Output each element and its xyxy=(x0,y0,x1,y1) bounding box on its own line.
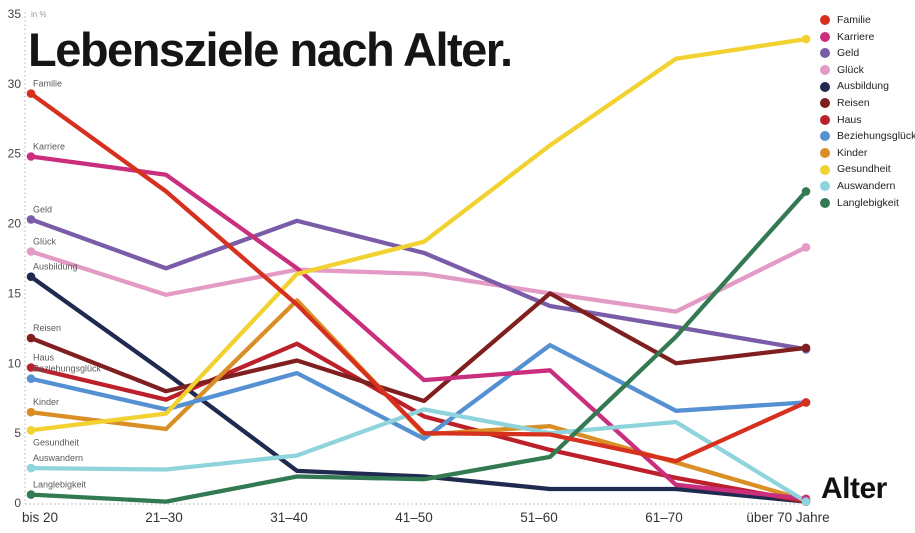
legend-item: Langlebigkeit xyxy=(820,195,915,212)
series-start-label: Gesundheit xyxy=(33,437,80,447)
series-marker-Reisen xyxy=(26,333,36,343)
series-line-Familie xyxy=(28,91,809,464)
x-tick-label: über 70 Jahre xyxy=(746,510,829,525)
series-line-Langlebigkeit xyxy=(28,189,809,504)
series-start-label: Kinder xyxy=(33,397,59,407)
series-line-Reisen xyxy=(28,291,809,404)
x-tick-label: bis 20 xyxy=(22,510,58,525)
x-tick-label: 51–60 xyxy=(520,510,558,525)
series-start-label: Ausbildung xyxy=(33,262,78,272)
y-tick-label: 35 xyxy=(8,7,22,21)
series-marker-Familie xyxy=(26,89,36,98)
legend-swatch-icon xyxy=(820,148,830,159)
series-marker-Auswandern xyxy=(26,463,36,473)
series-marker-Haus xyxy=(26,363,36,372)
chart-title: Lebensziele nach Alter. xyxy=(28,23,513,76)
series-marker-Gesundheit xyxy=(26,426,36,435)
legend-label: Familie xyxy=(837,14,871,27)
x-tick-label: 61–70 xyxy=(645,510,683,525)
legend-swatch-icon xyxy=(820,98,830,109)
series-marker-Geld xyxy=(26,215,36,224)
legend-item: Kinder xyxy=(820,145,915,162)
y-tick-label: 15 xyxy=(8,286,22,300)
chart-legend: Familie Karriere Geld Glück Ausbildung Reisen… xyxy=(820,12,915,211)
series-marker-Ausbildung xyxy=(26,272,36,282)
series-line-Geld xyxy=(28,217,809,352)
y-tick-label: 0 xyxy=(14,496,21,510)
legend-label: Reisen xyxy=(837,97,870,110)
series-start-label: Auswandern xyxy=(33,453,83,463)
series-line-Beziehungsglück xyxy=(28,342,809,441)
legend-item: Haus xyxy=(820,112,915,129)
legend-swatch-icon xyxy=(820,164,830,175)
legend-swatch-icon xyxy=(820,65,830,76)
legend-swatch-icon xyxy=(820,81,830,92)
x-tick-label: 41–50 xyxy=(395,510,433,525)
legend-item: Karriere xyxy=(820,29,915,46)
series-line-Glück xyxy=(28,245,809,314)
legend-swatch-icon xyxy=(820,15,830,26)
series-line-Haus xyxy=(28,341,809,504)
series-line-Auswandern xyxy=(28,407,809,504)
legend-item: Geld xyxy=(820,45,915,62)
legend-swatch-icon xyxy=(820,48,830,59)
series-start-label: Karriere xyxy=(33,142,65,152)
series-start-label: Reisen xyxy=(33,323,61,333)
y-unit-label: in % xyxy=(31,10,47,19)
legend-label: Geld xyxy=(837,47,860,60)
series-line-Gesundheit xyxy=(28,36,809,433)
legend-label: Gesundheit xyxy=(837,163,891,176)
series-start-label: Beziehungsglück xyxy=(33,364,102,374)
y-tick-label: 10 xyxy=(8,356,22,370)
legend-swatch-icon xyxy=(820,131,830,142)
series-line-Ausbildung xyxy=(28,274,809,504)
series-marker-Langlebigkeit xyxy=(801,187,811,196)
series-marker-Karriere xyxy=(26,152,36,161)
legend-label: Glück xyxy=(837,63,864,76)
legend-item: Auswandern xyxy=(820,178,915,195)
legend-label: Karriere xyxy=(837,30,875,43)
series-start-label: Langlebigkeit xyxy=(33,480,87,490)
series-marker-Familie xyxy=(801,398,811,407)
series-marker-Kinder xyxy=(26,407,36,417)
x-tick-label: 31–40 xyxy=(270,510,308,525)
series-marker-Beziehungsglück xyxy=(26,374,36,384)
series-marker-Glück xyxy=(801,243,811,252)
legend-label: Langlebigkeit xyxy=(837,196,899,209)
series-marker-Auswandern xyxy=(801,497,811,506)
series-start-label: Glück xyxy=(33,237,57,247)
legend-item: Ausbildung xyxy=(820,78,915,95)
legend-item: Reisen xyxy=(820,95,915,112)
legend-label: Kinder xyxy=(837,146,868,159)
y-tick-label: 5 xyxy=(14,426,21,440)
legend-swatch-icon xyxy=(820,31,830,42)
legend-item: Familie xyxy=(820,12,915,29)
legend-item: Glück xyxy=(820,62,915,79)
legend-label: Beziehungsglück xyxy=(837,130,915,143)
legend-swatch-icon xyxy=(820,181,830,192)
series-marker-Reisen xyxy=(801,343,811,353)
y-tick-label: 30 xyxy=(8,77,22,91)
series-marker-Langlebigkeit xyxy=(26,490,36,499)
legend-label: Auswandern xyxy=(837,179,896,192)
series-marker-Glück xyxy=(26,247,36,256)
series-marker-Gesundheit xyxy=(801,34,811,44)
series-line-Karriere xyxy=(28,154,809,501)
series-start-label: Geld xyxy=(33,204,52,214)
legend-item: Gesundheit xyxy=(820,161,915,178)
series-start-label: Familie xyxy=(33,79,62,89)
legend-swatch-icon xyxy=(820,197,830,208)
series-start-label: Haus xyxy=(33,353,55,363)
legend-label: Haus xyxy=(837,113,862,126)
y-tick-label: 20 xyxy=(8,217,22,231)
legend-swatch-icon xyxy=(820,114,830,125)
y-tick-label: 25 xyxy=(8,147,22,161)
x-axis-title: Alter xyxy=(821,472,887,505)
x-tick-label: 21–30 xyxy=(145,510,183,525)
legend-label: Ausbildung xyxy=(837,80,889,93)
legend-item: Beziehungsglück xyxy=(820,128,915,145)
